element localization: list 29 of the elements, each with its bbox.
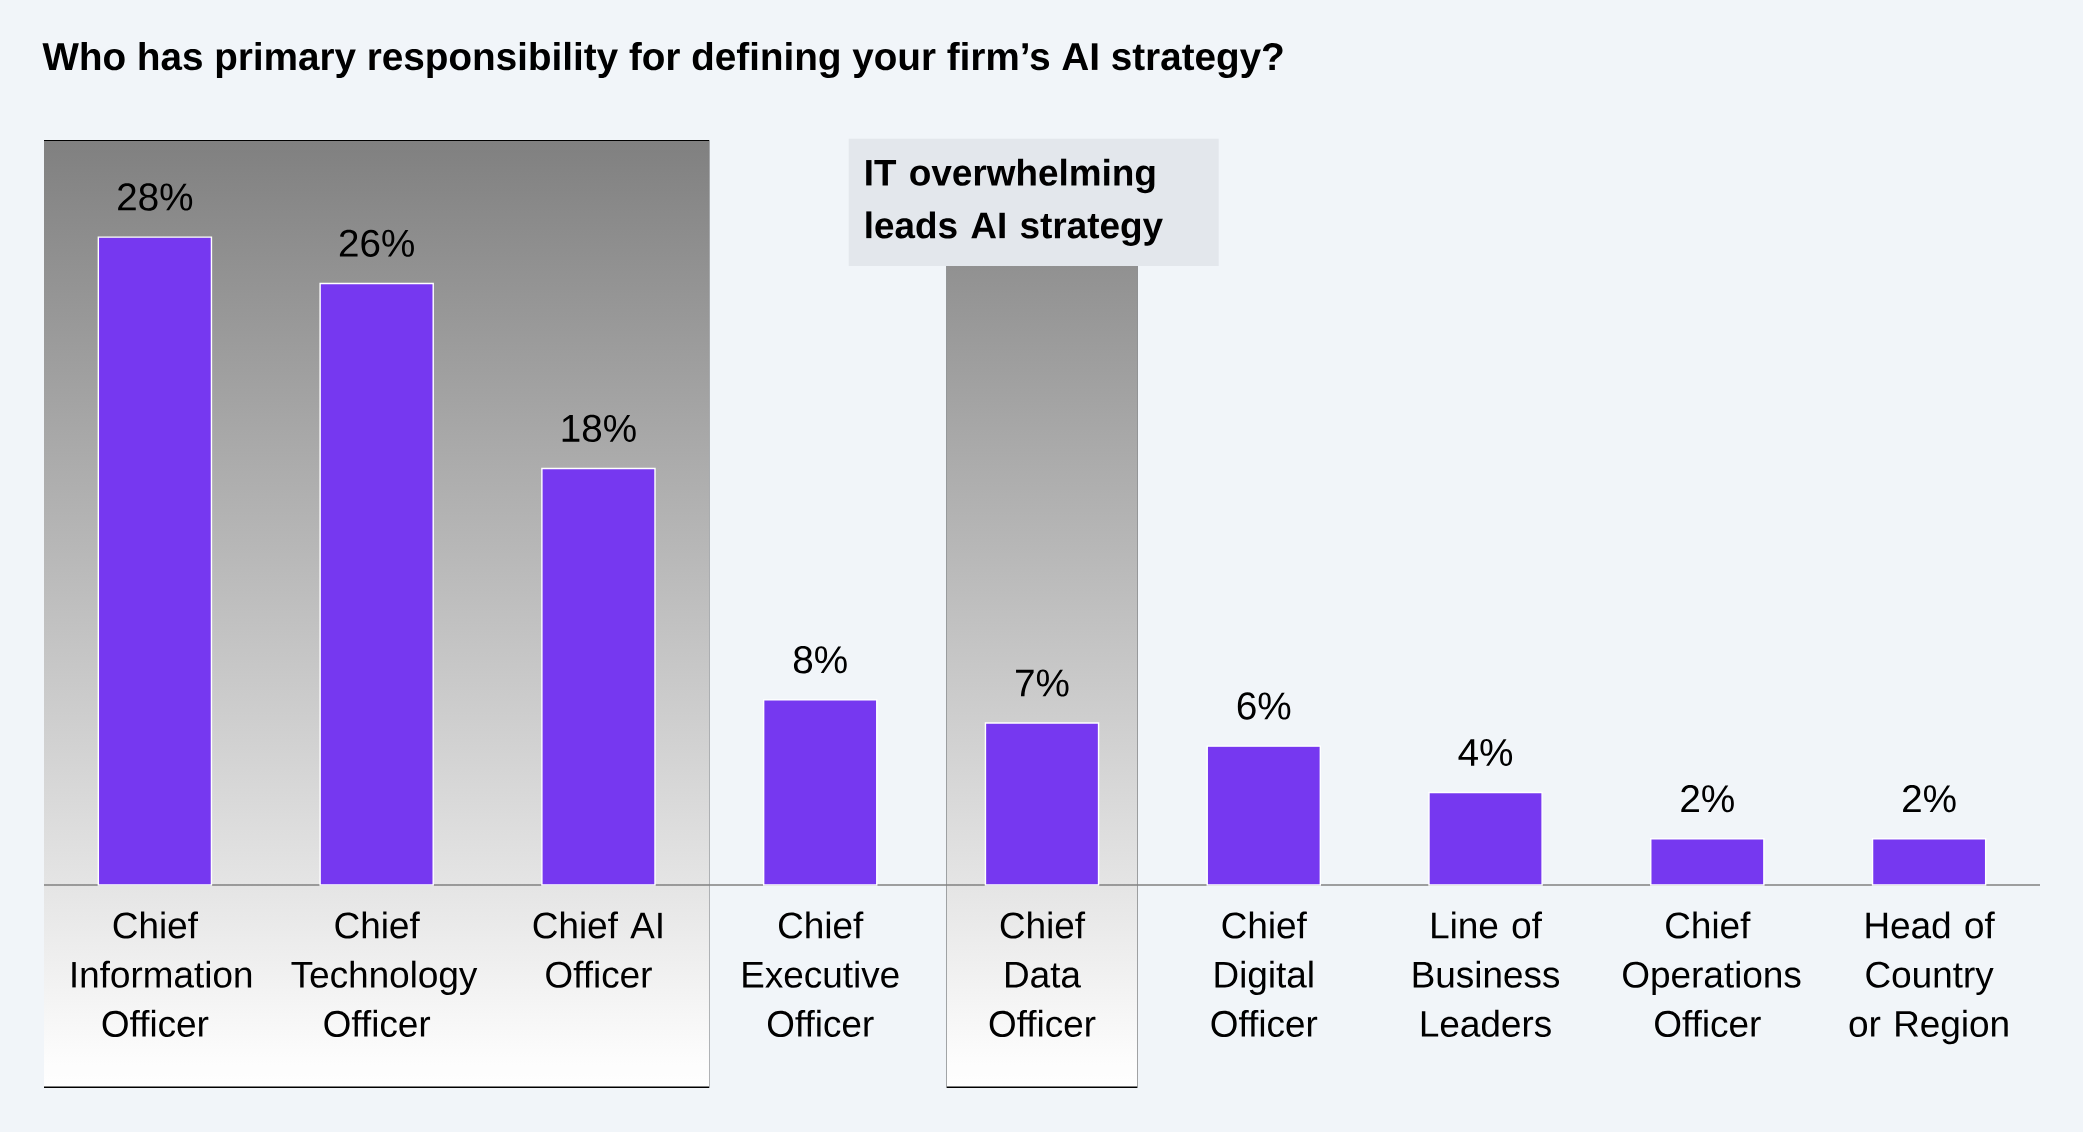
- bar: [984, 722, 1100, 886]
- data-label: 28%: [118, 183, 193, 211]
- x-tick-label: Head of Country or Region: [1849, 911, 2008, 1045]
- x-tick-label: Chief AI Officer: [533, 911, 662, 988]
- data-label: 4%: [1458, 738, 1513, 766]
- data-label: 7%: [1016, 669, 1069, 697]
- data-label: 8%: [793, 646, 847, 674]
- data-label: 6%: [1237, 692, 1291, 720]
- chart-title: Who has primary responsibility for defining your firm’s AI strategy?: [42, 41, 1283, 79]
- bar: [541, 467, 656, 886]
- bar: [1650, 838, 1765, 886]
- bar: [1428, 791, 1543, 886]
- bar: [1871, 838, 1987, 886]
- x-tick-label: Chief Information Officer: [72, 911, 252, 1037]
- bar: [319, 282, 434, 886]
- annotation: IT overwhelming leads AI strategy: [866, 158, 1163, 246]
- data-label: 18%: [562, 414, 636, 443]
- data-label: 2%: [1681, 785, 1734, 813]
- x-tick-label: Chief Digital Officer: [1211, 911, 1318, 1037]
- x-tick-label: Chief Executive Officer: [743, 911, 899, 1037]
- x-tick-label: Line of Business Leaders: [1413, 911, 1560, 1037]
- data-label: 26%: [339, 229, 414, 257]
- bar: [762, 699, 878, 886]
- x-tick-label: Chief Operations Officer: [1623, 911, 1801, 1037]
- data-label: 2%: [1903, 785, 1956, 813]
- x-tick-label: Chief Data Officer: [989, 911, 1096, 1037]
- bar: [1206, 745, 1322, 886]
- bar: [97, 236, 213, 886]
- x-tick-label: Chief Technology Officer: [291, 911, 478, 1037]
